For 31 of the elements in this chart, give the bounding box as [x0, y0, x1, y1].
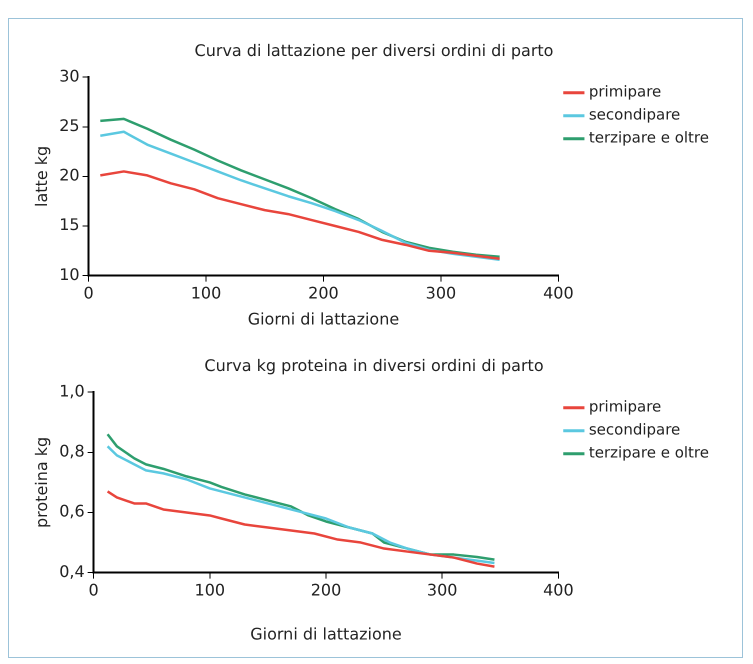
legend-label: terzipare e oltre: [588, 444, 709, 462]
y-axis-title: latte kg: [32, 146, 51, 207]
y-tick-label: 10: [59, 264, 80, 284]
x-tick-label: 300: [426, 283, 456, 302]
y-tick-label: 0,4: [59, 562, 85, 581]
x-tick-label: 100: [190, 283, 222, 302]
y-tick-label: 30: [59, 66, 80, 86]
x-tick-label: 400: [543, 283, 574, 302]
legend-label: secondipare: [588, 420, 680, 439]
legend-label: secondipare: [588, 106, 680, 124]
y-tick-label: 0,8: [59, 441, 85, 460]
x-tick-label: 200: [310, 580, 342, 600]
y-axis-title: proteina kg: [32, 436, 51, 528]
y-tick-label: 25: [59, 116, 80, 135]
chart-title: Curva kg proteina in diversi ordini di parto: [204, 356, 544, 375]
x-tick-label: 100: [194, 580, 226, 600]
legend-label: primipare: [588, 82, 662, 101]
x-tick-label: 300: [426, 580, 458, 600]
x-axis-title: Giorni di lattazione: [248, 310, 400, 329]
y-tick-label: 20: [59, 166, 80, 185]
legend-label: terzipare e oltre: [588, 128, 709, 147]
x-axis-title: Giorni di lattazione: [250, 624, 402, 644]
y-tick-label: 1,0: [59, 381, 85, 400]
x-tick-label: 0: [88, 580, 99, 600]
x-tick-label: 0: [83, 283, 94, 302]
x-tick-label: 200: [308, 283, 339, 302]
y-tick-label: 0,6: [59, 502, 85, 521]
y-tick-label: 15: [59, 215, 80, 234]
chart-title: Curva di lattazione per diversi ordini di parto: [194, 40, 554, 60]
x-tick-label: 400: [543, 580, 574, 600]
legend-label: primipare: [588, 398, 662, 416]
